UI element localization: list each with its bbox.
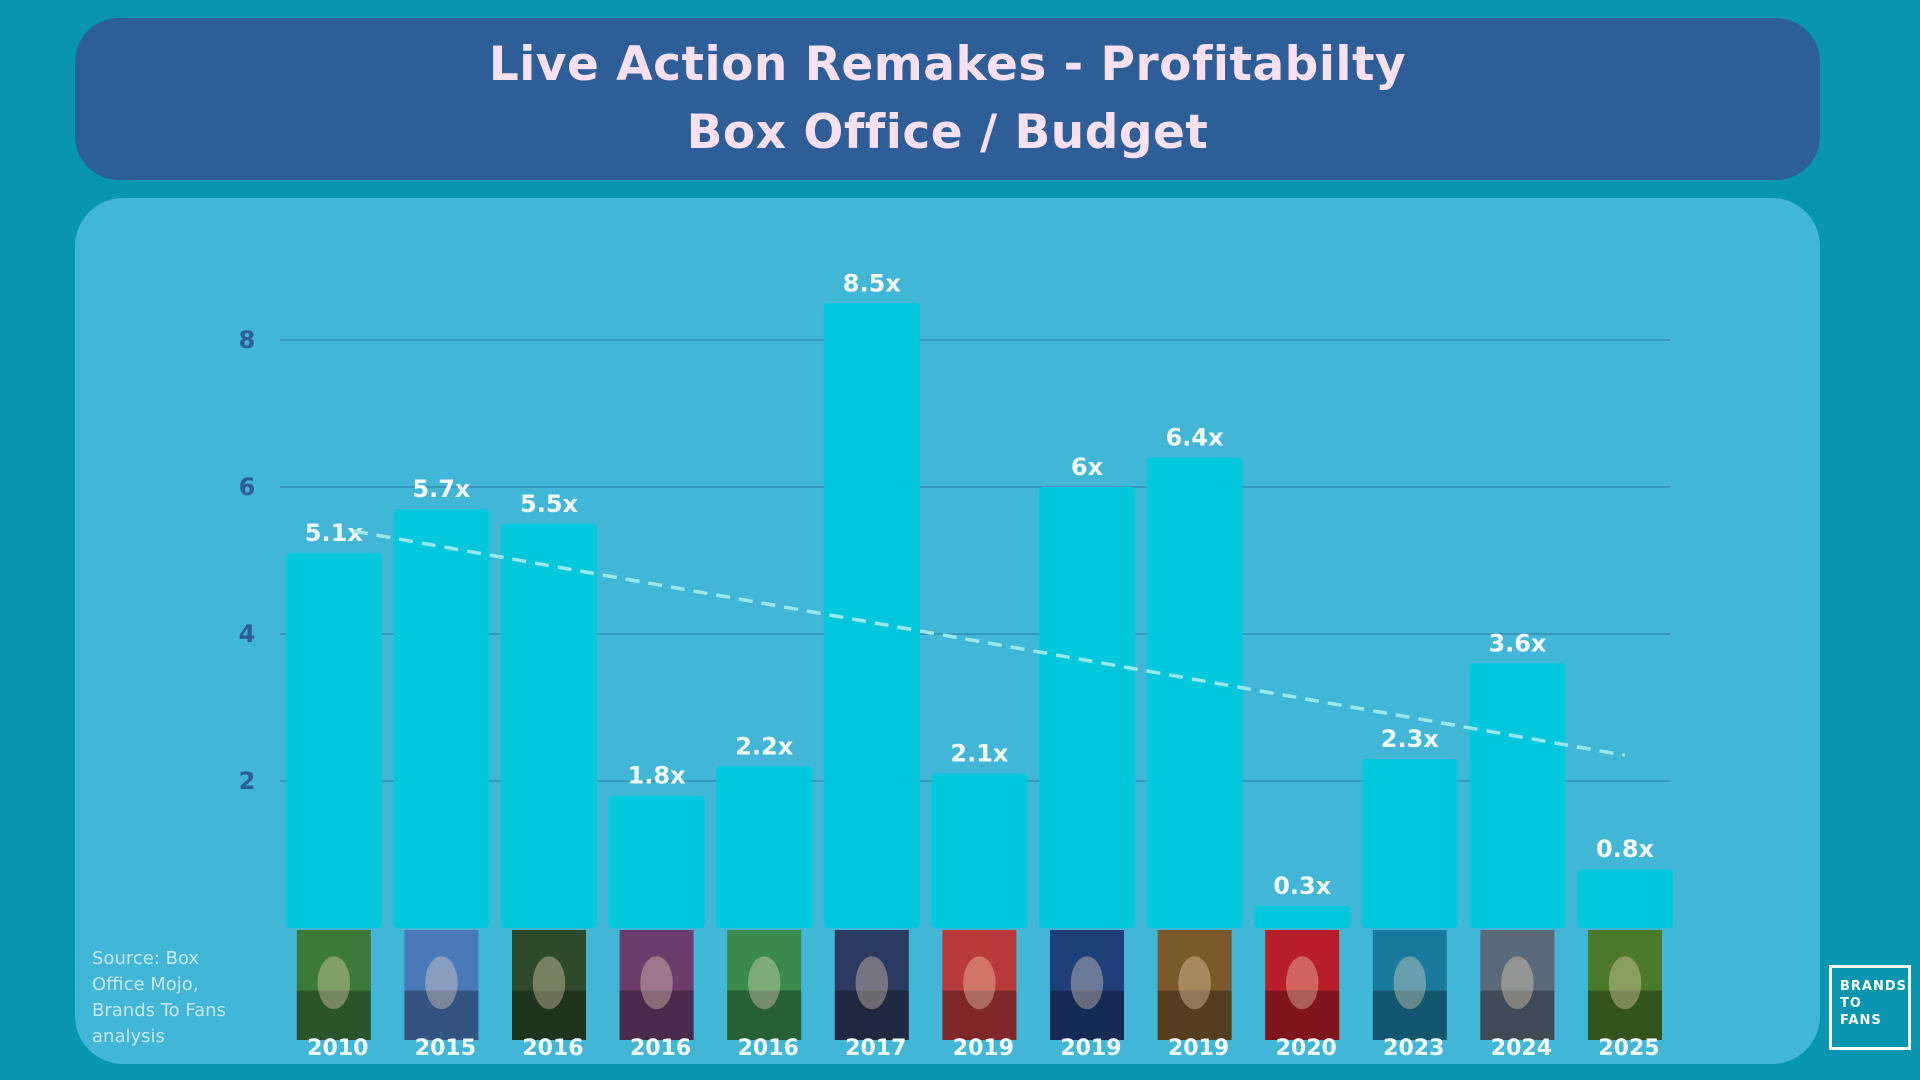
data-label: 0.3x [1273, 872, 1332, 900]
lion-king-poster-icon [1157, 930, 1232, 1040]
data-label: 2.2x [735, 732, 794, 760]
cinderella-poster-icon [404, 930, 479, 1040]
petes-dragon-poster-icon [727, 930, 802, 1040]
data-label: 6.4x [1166, 424, 1225, 452]
x-tick-label: 2019 [1060, 1036, 1121, 1061]
bar [716, 766, 813, 928]
bar [608, 795, 705, 928]
data-label: 2.3x [1381, 725, 1440, 753]
bar [1254, 905, 1351, 928]
trendline [353, 529, 1626, 757]
source-note: Source: Box Office Mojo, Brands To Fans … [92, 948, 226, 1047]
data-label: 0.8x [1596, 835, 1655, 863]
bar [1146, 457, 1243, 928]
bar [393, 509, 490, 928]
data-label: 5.7x [412, 475, 471, 503]
alice-in-wonderland-poster-icon [296, 930, 371, 1040]
y-tick-label: 2 [239, 767, 256, 795]
beauty-and-the-beast-poster-icon [834, 930, 909, 1040]
brands-to-fans-logo: BRANDS TO FANS [1829, 965, 1911, 1050]
x-tick-label: 2017 [845, 1036, 906, 1061]
bar [285, 553, 382, 928]
x-tick-label: 2015 [415, 1036, 476, 1061]
logo-line: TO [1840, 996, 1862, 1011]
x-tick-label: 2010 [307, 1036, 368, 1061]
x-tick-label: 2016 [522, 1036, 583, 1061]
aladdin-poster-icon [1050, 930, 1124, 1040]
y-tick-label: 6 [239, 473, 256, 501]
y-tick-label: 8 [239, 326, 256, 354]
bar [1361, 758, 1458, 928]
x-tick-label: 2023 [1383, 1036, 1444, 1061]
x-tick-label: 2024 [1491, 1036, 1552, 1061]
chart-title: Live Action Remakes - Profitabilty [488, 37, 1407, 92]
mulan-poster-icon [1265, 930, 1340, 1040]
logo-line: BRANDS [1840, 979, 1908, 994]
x-tick-label: 2016 [738, 1036, 799, 1061]
y-tick-label: 4 [239, 620, 256, 648]
logo-line: FANS [1840, 1013, 1882, 1028]
data-label: 8.5x [843, 269, 902, 297]
data-label: 2.1x [950, 740, 1009, 768]
x-tick-label: 2019 [953, 1036, 1014, 1061]
jungle-book-poster-icon [512, 930, 586, 1040]
bar [1469, 663, 1566, 928]
bar [931, 773, 1028, 928]
x-tick-label: 2019 [1168, 1036, 1229, 1061]
x-tick-label: 2025 [1598, 1036, 1659, 1061]
little-mermaid-poster-icon [1372, 930, 1447, 1040]
chart-subtitle: Box Office / Budget [686, 105, 1209, 160]
data-label: 5.1x [305, 519, 364, 547]
bar [823, 303, 920, 928]
title-banner: Live Action Remakes - Profitabilty Box O… [75, 18, 1820, 180]
bar-chart: 2 4 6 8 5.1x 2010 5.7x 2015 5.5x 2016 1.8x 2016 2.2x… [239, 269, 1673, 1061]
bar [1039, 487, 1135, 928]
alice-through-the-looking-glass-poster-icon [619, 930, 694, 1040]
x-tick-label: 2020 [1276, 1036, 1337, 1061]
dumbo-poster-icon [942, 930, 1017, 1040]
data-label: 1.8x [628, 762, 687, 790]
x-tick-label: 2016 [630, 1036, 691, 1061]
mufasa-poster-icon [1480, 930, 1555, 1040]
snow-white-poster-icon [1588, 930, 1662, 1040]
data-label: 5.5x [520, 490, 579, 518]
bar [501, 523, 597, 928]
data-label: 6x [1071, 453, 1104, 481]
data-label: 3.6x [1488, 629, 1547, 657]
bar [1577, 869, 1673, 928]
chart-panel: 2 4 6 8 5.1x 2010 5.7x 2015 5.5x 2016 1.8x 2016 2.2x… [75, 198, 1820, 1064]
